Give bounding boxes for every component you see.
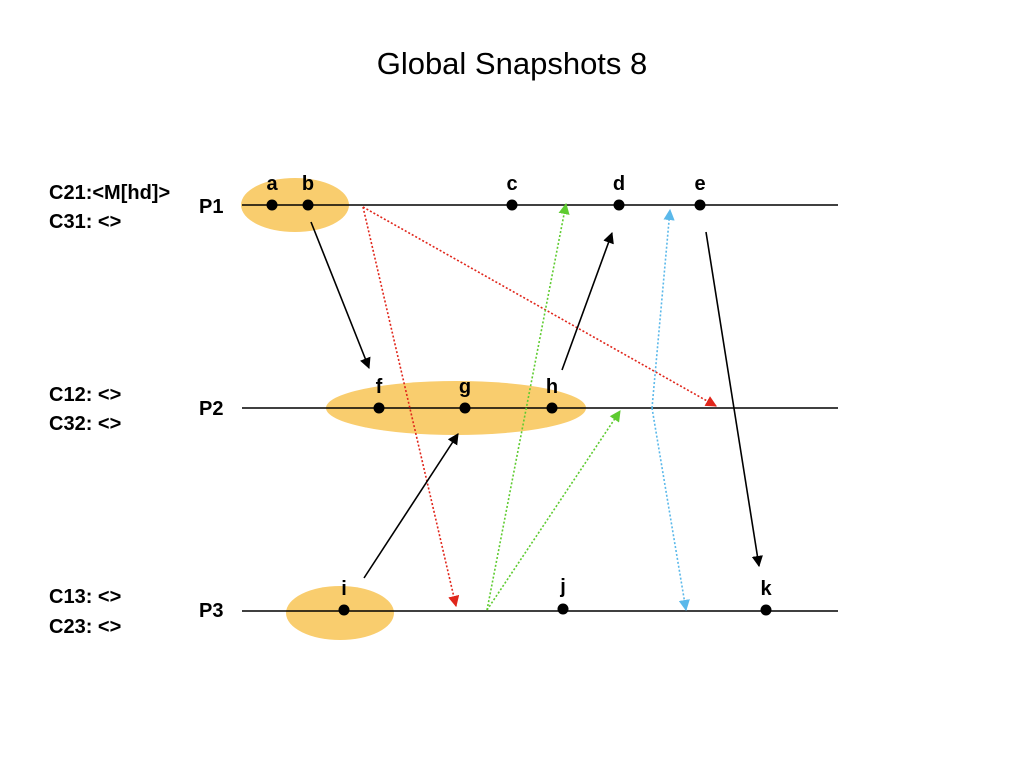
event-label-j: j — [559, 576, 566, 598]
process-label-p2: P2 — [199, 398, 224, 420]
event-dot-k — [760, 604, 772, 616]
event-d: d — [613, 173, 625, 211]
event-dot-a — [266, 199, 278, 211]
event-label-c: c — [506, 173, 517, 195]
event-label-k: k — [760, 578, 772, 600]
marker-message-p3-to-p1 — [486, 202, 570, 611]
marker-message-p2-to-p3 — [651, 407, 690, 612]
message-h-to-d — [561, 231, 614, 371]
message-b-to-f — [310, 221, 371, 370]
channel-state-c13: C13: <> — [49, 586, 122, 608]
marker-message-p2-to-p1 — [651, 208, 675, 409]
marker-message-p1-to-p2 — [362, 206, 717, 407]
event-j: j — [557, 576, 569, 615]
channel-state-c32: C32: <> — [49, 413, 122, 435]
channel-state-c12: C12: <> — [49, 384, 122, 406]
channel-state-c21: C21:<M[hd]> — [49, 182, 171, 204]
event-k: k — [760, 578, 772, 616]
event-dot-j — [557, 603, 569, 615]
event-label-b: b — [302, 173, 314, 195]
channel-state-c23: C23: <> — [49, 616, 122, 638]
event-label-h: h — [546, 376, 558, 398]
event-dot-f — [373, 402, 385, 414]
event-label-e: e — [694, 173, 705, 195]
event-g: g — [459, 376, 471, 414]
event-label-f: f — [376, 376, 383, 398]
event-f: f — [373, 376, 385, 414]
event-label-g: g — [459, 376, 471, 398]
event-dot-e — [694, 199, 706, 211]
event-dot-d — [613, 199, 625, 211]
event-dot-i — [338, 604, 350, 616]
event-h: h — [546, 376, 558, 414]
event-label-i: i — [341, 578, 347, 600]
event-a: a — [266, 173, 278, 211]
process-label-p3: P3 — [199, 600, 224, 622]
marker-message-p1-to-p3 — [362, 206, 460, 608]
message-i-to-g — [363, 433, 459, 579]
event-e: e — [694, 173, 706, 211]
event-b: b — [302, 173, 314, 211]
diagram-title: Global Snapshots 8 — [376, 46, 648, 81]
event-dot-h — [546, 402, 558, 414]
event-label-d: d — [613, 173, 625, 195]
process-label-p1: P1 — [199, 196, 224, 218]
event-i: i — [338, 578, 350, 616]
event-label-a: a — [266, 173, 278, 195]
event-dot-g — [459, 402, 471, 414]
event-c: c — [506, 173, 518, 211]
event-dot-c — [506, 199, 518, 211]
channel-state-c31: C31: <> — [49, 211, 122, 233]
event-dot-b — [302, 199, 314, 211]
message-e-to-k — [705, 231, 763, 568]
